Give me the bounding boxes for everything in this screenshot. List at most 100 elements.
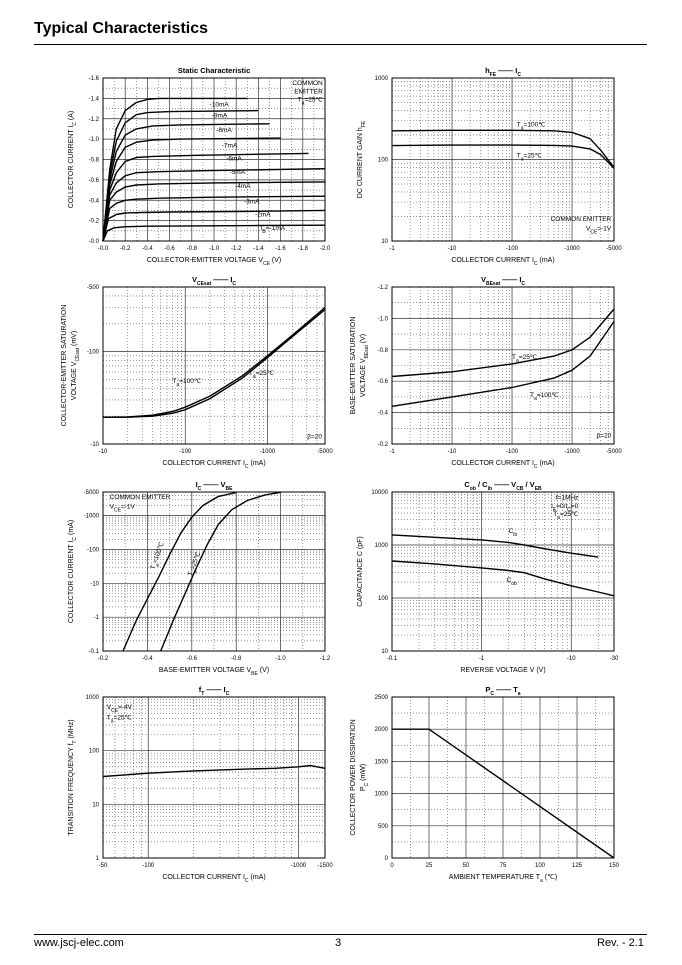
annotation-part: a: [302, 100, 305, 106]
chart-title-part: T: [201, 691, 204, 697]
y-axis-label-line2: VOLTAGE VCEsat (mV): [71, 331, 81, 400]
y-tick-label: 1000: [375, 543, 389, 549]
annotation: Cib: [509, 528, 518, 538]
annotation: Ta=25℃: [249, 370, 275, 380]
y-tick-label: -1.6: [89, 76, 100, 82]
x-tick-label: -50: [99, 863, 108, 869]
x-tick-label: -0.2: [98, 656, 109, 662]
header-rule: [34, 44, 647, 45]
y-tick-label: 1000: [375, 76, 389, 82]
y-tick-label: -10: [90, 442, 99, 448]
annotation: Ta=25℃: [107, 715, 133, 725]
annotation-part: =-1mA: [266, 225, 286, 232]
x-axis-label-part: C: [245, 878, 249, 884]
chart-title-part: / C: [476, 480, 488, 489]
x-axis-label-part: a: [540, 878, 543, 884]
annotation-part: -9mA: [212, 113, 228, 120]
annotation-part: ob: [511, 581, 517, 587]
y-axis-label-part: FE: [361, 120, 367, 127]
chart-title-part: FE: [490, 72, 497, 78]
annotation-part: V: [107, 704, 112, 711]
annotation-part: a: [192, 570, 199, 575]
annotation-part: T: [249, 370, 253, 377]
annotation-part: E: [553, 507, 557, 513]
y-axis-label: COLLECTOR CURRENT IC (mA): [68, 520, 78, 623]
annotation-part: =0/I: [556, 503, 567, 510]
series-line-vcesat-1: [103, 309, 326, 418]
x-tick-label: -1000: [564, 246, 580, 252]
x-tick-label: -1.0: [209, 246, 220, 252]
y-tick-label: -1.4: [89, 96, 100, 102]
annotation: Ta=25℃: [517, 152, 543, 162]
y-tick-label: -5000: [84, 490, 100, 496]
annotation-part: C: [567, 507, 571, 513]
y-tick-label: -0.6: [89, 178, 100, 184]
annotation-part: V: [110, 504, 115, 511]
chart-icvbe: -0.2 -0.4 -0.6 -0.8 -1.0 -1.2 -0.1 -1 -10 -100 -10…: [68, 480, 331, 677]
annotation-part: -4mA: [235, 183, 251, 190]
page-title: Typical Characteristics: [34, 20, 209, 37]
y-tick-label: -100: [87, 350, 100, 356]
annotation-part: -8mA: [216, 127, 232, 134]
y-tick-label: -0.4: [89, 198, 100, 204]
x-tick-label: -0.0: [98, 246, 109, 252]
annotation: EMITTER: [294, 88, 323, 95]
series-line-static-8: [102, 209, 326, 242]
x-tick-label: -0.4: [142, 656, 153, 662]
chart-title-part: C: [490, 691, 494, 697]
y-axis-label-part: (A): [68, 111, 75, 122]
annotation-part: =100℃: [179, 378, 202, 385]
y-tick-label: -0.8: [89, 158, 100, 164]
series-line-hfe-1: [391, 144, 615, 169]
annotation-part: T: [512, 354, 516, 361]
chart-title-part: ib: [488, 486, 492, 492]
chart-title-part: a: [518, 691, 521, 697]
series-line-hfe-0: [391, 129, 615, 168]
x-tick-label: -10: [567, 656, 576, 662]
x-axis-label-part: COLLECTOR CURRENT I: [451, 257, 534, 264]
annotation-part: I: [261, 225, 263, 232]
y-axis-label: CAPACITANCE C (pF): [357, 536, 364, 607]
x-tick-label: -1: [389, 449, 395, 455]
x-tick-label: -1.2: [320, 656, 331, 662]
x-axis-label-part: COLLECTOR CURRENT I: [162, 874, 245, 881]
annotation-part: T: [517, 121, 521, 128]
y-axis-label: TRANSITION FREQUENCY fT (MHz): [68, 719, 78, 835]
annotation: -4mA: [235, 183, 251, 190]
chart-title-part: C: [232, 281, 236, 287]
chart-title-part: BE: [225, 486, 233, 492]
x-tick-label: -1.8: [298, 246, 309, 252]
x-tick-label: 125: [572, 863, 583, 869]
annotation-part: COMMON: [292, 80, 323, 87]
series-line-static-0: [102, 97, 248, 242]
chart-title-part: —— T: [494, 685, 518, 694]
y-axis-label-line2-part: VOLTAGE V: [71, 361, 78, 400]
y-axis-label-line2-part: P: [360, 786, 367, 791]
annotation-part: CE: [114, 508, 122, 514]
y-axis-label-part: BASE-EMITTER SATURATION: [350, 317, 357, 415]
y-tick-label: 1000: [86, 695, 100, 701]
annotation-part: I: [551, 503, 553, 510]
annotation-part: =25℃: [256, 370, 275, 377]
annotation-part: =-4V: [118, 704, 133, 711]
x-tick-label: -1: [479, 656, 485, 662]
chart-title-part: ob: [470, 486, 476, 492]
annotation-part: β=20: [596, 433, 611, 440]
footer-website[interactable]: www.jscj-elec.com: [34, 937, 124, 949]
x-axis-label-part: CE: [263, 261, 271, 267]
x-axis-label: COLLECTOR CURRENT IC (mA): [451, 460, 554, 470]
x-axis-label: BASE-EMITTER VOLTAGE VBE (V): [159, 667, 269, 677]
plot-area: [103, 287, 325, 444]
annotation: Ta=25℃: [298, 96, 324, 106]
chart-title-part: P: [485, 685, 490, 694]
y-tick-label: -0.6: [378, 379, 389, 385]
x-tick-label: -1: [389, 246, 395, 252]
chart-title-part: V: [192, 275, 197, 284]
plot-frame: [102, 286, 326, 445]
annotation: COMMON EMITTER: [551, 216, 612, 223]
y-axis-label: DC CURRENT GAIN hFE: [357, 120, 367, 198]
x-tick-label: -0.8: [187, 246, 198, 252]
annotation-part: a: [521, 156, 524, 162]
